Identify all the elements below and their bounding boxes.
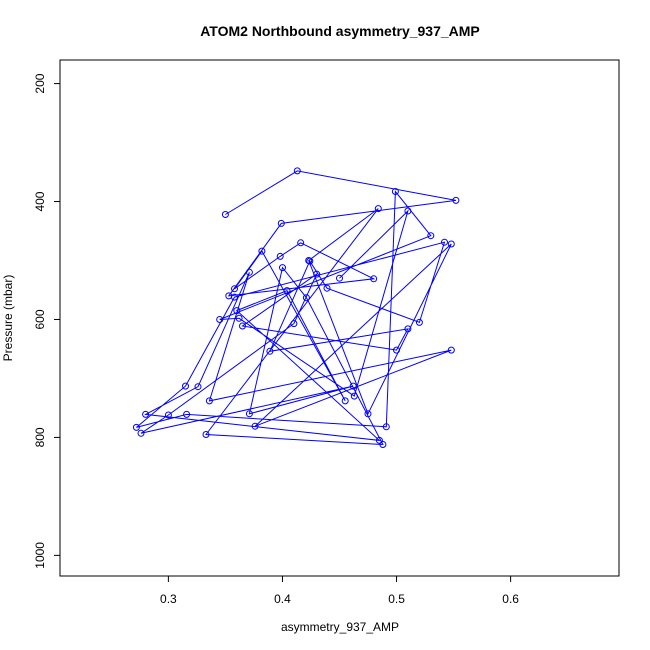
y-axis: 200 400 600 800 1000 [33, 73, 60, 569]
data-point [251, 422, 259, 430]
x-axis: 0.3 0.4 0.5 0.6 [160, 576, 519, 606]
data-point [379, 441, 387, 448]
x-tick-label: 0.6 [502, 592, 519, 606]
data-point [370, 275, 378, 283]
data-point [441, 238, 448, 246]
data-point [279, 264, 286, 272]
data-point [290, 320, 298, 328]
data-point [266, 347, 274, 355]
y-axis-label: Pressure (mbar) [1, 275, 15, 362]
data-point [277, 219, 285, 227]
data-point [194, 383, 202, 391]
data-point [404, 207, 412, 215]
data-point [245, 410, 253, 418]
x-axis-label: asymmetry_937_AMP [281, 620, 399, 634]
chart-title: ATOM2 Northbound asymmetry_937_AMP [200, 23, 480, 39]
data-point [447, 240, 455, 248]
data-point [382, 423, 390, 431]
data-point [235, 314, 243, 322]
data-point [205, 397, 213, 405]
y-tick-label: 1000 [33, 542, 47, 569]
data-point [313, 270, 321, 278]
data-point [231, 293, 238, 301]
data-point [349, 382, 357, 390]
data-point [427, 232, 435, 240]
data-point [132, 423, 140, 431]
data-point [336, 274, 343, 282]
data-point [302, 294, 310, 302]
data-point [182, 382, 189, 390]
data-point [364, 410, 372, 418]
data-point [142, 410, 150, 418]
data-point [221, 211, 229, 218]
plot-area [59, 59, 620, 577]
x-tick-label: 0.4 [274, 592, 291, 606]
data-point [283, 287, 291, 295]
data-point [216, 316, 224, 323]
data-point [306, 257, 314, 265]
data-point [374, 205, 382, 213]
y-tick-label: 600 [33, 309, 47, 329]
data-point [452, 196, 460, 204]
plot-frame [59, 59, 620, 577]
data-point [231, 285, 238, 293]
y-tick-label: 800 [33, 427, 47, 447]
data-point [293, 167, 301, 175]
data-point [183, 410, 191, 418]
data-point [341, 397, 349, 405]
data-point [202, 431, 210, 438]
x-tick-label: 0.5 [388, 592, 405, 606]
data-point [375, 436, 383, 444]
series-layer [132, 167, 460, 448]
data-point [258, 247, 266, 255]
data-point [391, 188, 399, 195]
data-point [233, 307, 241, 315]
data-point [276, 252, 284, 260]
data-point [297, 239, 305, 247]
data-point [447, 346, 455, 354]
y-tick-label: 400 [33, 191, 47, 211]
series-line [136, 170, 456, 446]
data-point [164, 411, 172, 419]
data-point [245, 268, 253, 276]
data-point [137, 429, 145, 437]
x-tick-label: 0.3 [160, 592, 177, 606]
data-point [415, 318, 423, 326]
data-point [350, 392, 358, 400]
y-tick-label: 200 [33, 73, 47, 93]
data-point [404, 325, 412, 333]
data-point [323, 284, 331, 292]
data-point [393, 346, 400, 354]
data-point [239, 322, 246, 330]
